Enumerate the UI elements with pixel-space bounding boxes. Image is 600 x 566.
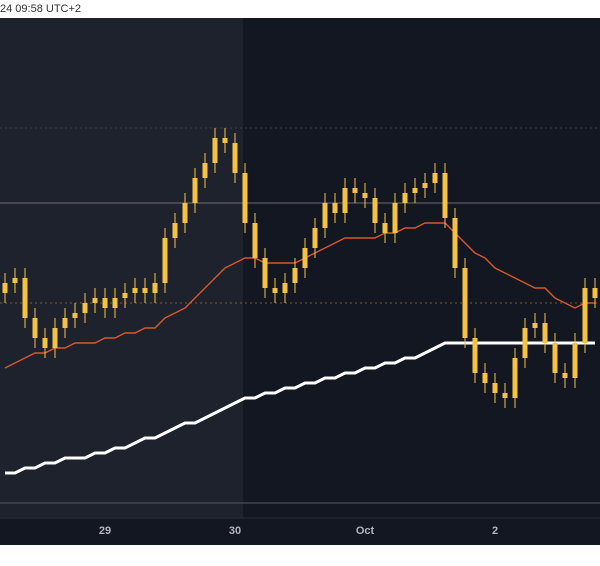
x-tick-label: Oct	[356, 525, 375, 537]
candle-body	[352, 188, 358, 193]
candle-body	[582, 288, 588, 343]
x-tick-label: 30	[229, 525, 241, 537]
candle-body	[172, 223, 178, 238]
candle-body	[102, 298, 108, 308]
candle-body	[42, 338, 48, 348]
candle-body	[32, 318, 38, 338]
candle-body	[2, 283, 8, 293]
moving-average	[4, 222, 595, 369]
candle-body	[192, 178, 198, 203]
candle-body	[432, 173, 438, 183]
session-highlight	[0, 18, 243, 518]
candle-body	[472, 338, 478, 373]
candle-body	[282, 283, 288, 293]
candle-body	[542, 323, 548, 343]
x-tick-label: 2	[492, 525, 498, 537]
candle-body	[142, 288, 148, 293]
candle-body	[562, 373, 568, 378]
candle-body	[372, 198, 378, 223]
candle-body	[82, 303, 88, 313]
candle-body	[232, 143, 238, 173]
candle-body	[492, 383, 498, 393]
moving-average	[5, 341, 595, 475]
candle-body	[12, 278, 18, 283]
candle-body	[262, 258, 268, 288]
x-tick-label: 29	[99, 525, 111, 537]
candle-body	[572, 343, 578, 378]
candle-body	[272, 288, 278, 293]
candle-body	[72, 313, 78, 318]
candle-body	[412, 188, 418, 193]
candle-body	[482, 373, 488, 383]
candle-body	[152, 283, 158, 293]
candle-body	[52, 328, 58, 348]
candle-body	[302, 248, 308, 268]
candle-body	[312, 228, 318, 248]
candle-body	[512, 358, 518, 398]
candle-body	[392, 203, 398, 233]
candle-body	[452, 218, 458, 268]
candle-body	[242, 173, 248, 223]
candle-body	[552, 343, 558, 373]
candle-body	[22, 278, 28, 318]
candle-body	[122, 293, 128, 298]
candle-body	[222, 138, 228, 143]
candle-body	[182, 203, 188, 223]
timestamp: 24 09:58 UTC+2	[0, 3, 81, 15]
candle-body	[92, 298, 98, 303]
candle-body	[212, 138, 218, 163]
candle-body	[462, 268, 468, 338]
candle-body	[252, 223, 258, 258]
candle-body	[422, 183, 428, 188]
candle-body	[382, 223, 388, 233]
candle-body	[62, 318, 68, 328]
candle-body	[322, 203, 328, 228]
candle-body	[402, 193, 408, 203]
candle-body	[292, 268, 298, 283]
candle-body	[132, 288, 138, 293]
candle-body	[362, 193, 368, 198]
candle-body	[592, 288, 598, 298]
candle-body	[342, 188, 348, 213]
candle-body	[112, 298, 118, 308]
candle-body	[202, 163, 208, 178]
candle-body	[332, 203, 338, 213]
candle-body	[162, 238, 168, 283]
candle-body	[532, 323, 538, 328]
candle-body	[442, 173, 448, 218]
candle-body	[522, 328, 528, 358]
candle-body	[502, 393, 508, 398]
